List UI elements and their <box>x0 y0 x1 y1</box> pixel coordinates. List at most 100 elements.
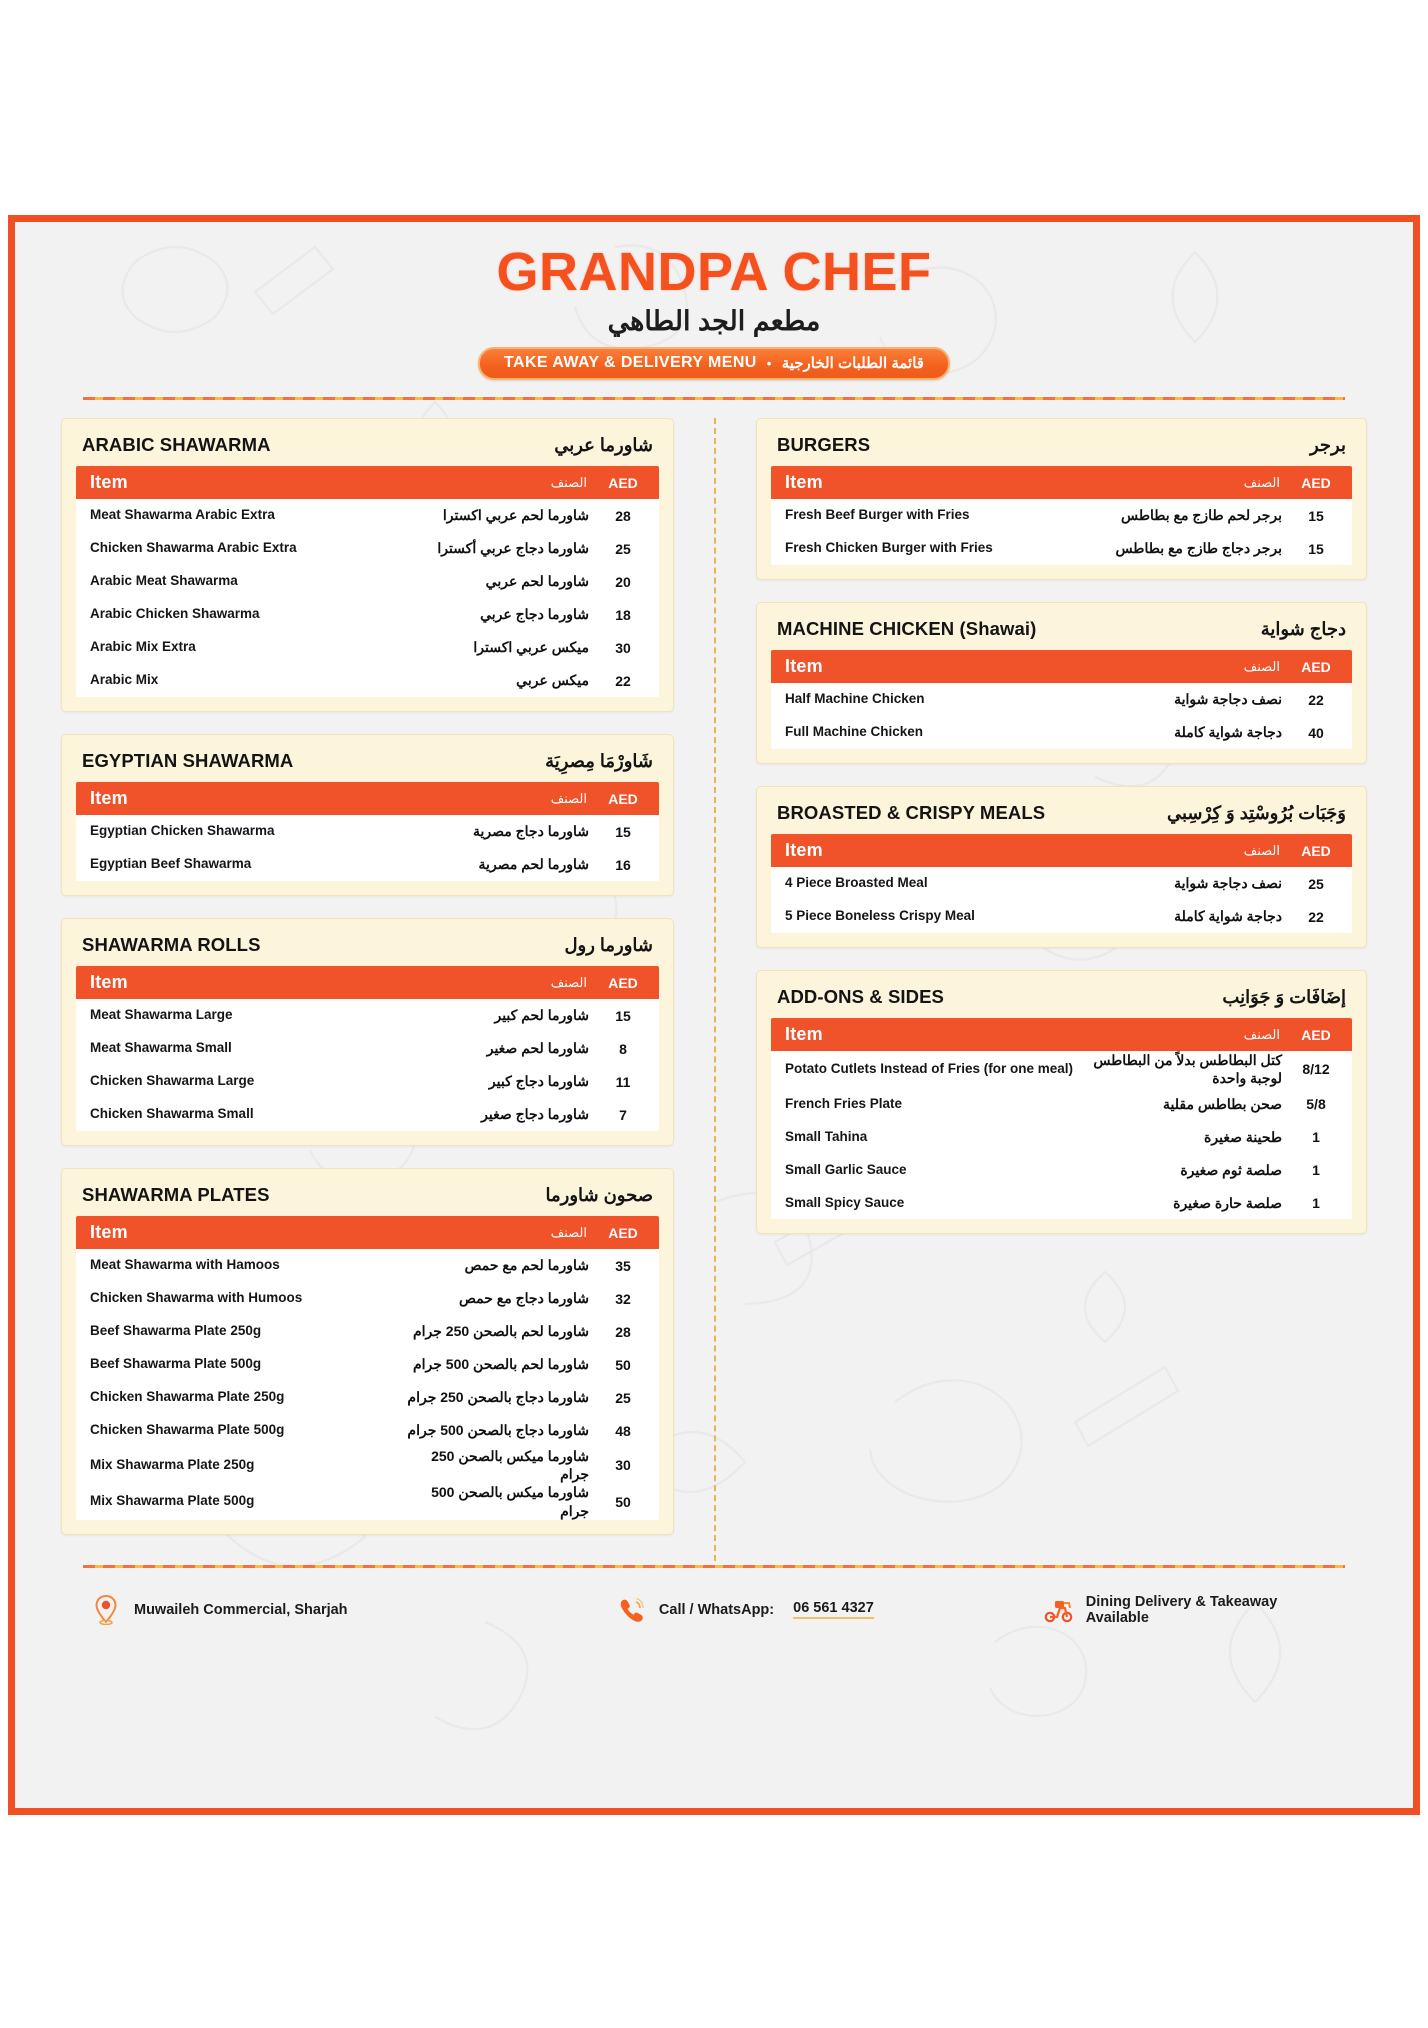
item-name-en: Chicken Shawarma Arabic Extra <box>90 540 297 556</box>
item-name-ar: دجاجة شواية كاملة <box>1174 908 1282 925</box>
section-header: BURGERS برجر <box>771 432 1352 466</box>
item-name-en: Meat Shawarma Small <box>90 1040 232 1056</box>
table-row: Egyptian Beef Shawarma شاورما لحم مصرية 16 <box>76 848 659 881</box>
table-row: Chicken Shawarma with Humoos شاورما دجاج … <box>76 1282 659 1315</box>
item-name-en: Chicken Shawarma with Humoos <box>90 1290 303 1306</box>
menu-page: GRANDPA CHEF مطعم الجد الطاهي TAKE AWAY … <box>8 215 1420 1815</box>
item-name-en: Chicken Shawarma Plate 500g <box>90 1422 285 1438</box>
item-name-en: Meat Shawarma Arabic Extra <box>90 507 275 523</box>
section-title-ar: دجاج شواية <box>1260 619 1346 640</box>
item-price: 11 <box>615 1073 631 1090</box>
item-price: 50 <box>615 1493 631 1510</box>
item-name-ar: شاورما لحم مع حمص <box>464 1257 589 1274</box>
item-price: 30 <box>615 1457 631 1474</box>
column-header-item: Item <box>90 788 128 809</box>
item-price: 15 <box>615 823 631 840</box>
item-name-en: Full Machine Chicken <box>785 724 924 740</box>
item-price: 8 <box>619 1040 627 1057</box>
item-price: 40 <box>1308 724 1324 741</box>
column-header-item: Item <box>785 1024 823 1045</box>
section-title-en: SHAWARMA ROLLS <box>82 934 261 956</box>
location-pin-icon <box>91 1594 121 1626</box>
menu-section: BURGERS برجر Item الصنف AED Fresh Beef Burger… <box>756 418 1367 581</box>
item-name-ar: صحن بطاطس مقلية <box>1163 1095 1282 1112</box>
item-name-en: Arabic Chicken Shawarma <box>90 606 260 622</box>
table-row: Potato Cutlets Instead of Fries (for one… <box>771 1051 1352 1087</box>
section-title-en: ARABIC SHAWARMA <box>82 434 271 456</box>
column-header-item-ar: الصنف <box>550 974 587 990</box>
item-name-ar: شاورما ميكس بالصحن 500 جرام <box>431 1484 589 1519</box>
column-header-item-ar: الصنف <box>550 474 587 490</box>
column-header-item: Item <box>785 840 823 861</box>
item-name-en: Chicken Shawarma Large <box>90 1073 255 1089</box>
item-name-en: Egyptian Chicken Shawarma <box>90 823 275 839</box>
column-header-item-ar: الصنف <box>550 1224 587 1240</box>
item-name-en: Fresh Beef Burger with Fries <box>785 507 970 523</box>
section-title-en: BROASTED & CRISPY MEALS <box>777 802 1046 824</box>
table-header-row: Item الصنف AED <box>76 966 659 1000</box>
column-header-price: AED <box>608 974 638 991</box>
table-row: Chicken Shawarma Plate 500g شاورما دجاج ب… <box>76 1414 659 1447</box>
table-row: Fresh Beef Burger with Fries برجر لحم طاز… <box>771 499 1352 532</box>
column-header-item-ar: الصنف <box>1243 1026 1280 1042</box>
menu-table: Item الصنف AED Half Machine Chicken نصف دجاج… <box>771 650 1352 750</box>
menu-section: BROASTED & CRISPY MEALS وَجَبَات بُرُوسْت… <box>756 786 1367 949</box>
table-row: Chicken Shawarma Large شاورما دجاج كبير 11 <box>76 1065 659 1098</box>
table-row: Chicken Shawarma Plate 250g شاورما دجاج ب… <box>76 1381 659 1414</box>
item-price: 30 <box>615 639 631 656</box>
item-name-en: Meat Shawarma Large <box>90 1007 233 1023</box>
column-header-price: AED <box>608 474 638 491</box>
item-price: 1 <box>1312 1161 1320 1178</box>
menu-table: Item الصنف AED Fresh Beef Burger with Fries… <box>771 466 1352 566</box>
table-row: Meat Shawarma Small شاورما لحم صغير 8 <box>76 1032 659 1065</box>
item-name-en: Arabic Meat Shawarma <box>90 573 238 589</box>
item-name-ar: نصف دجاجة شواية <box>1174 875 1282 892</box>
left-column: ARABIC SHAWARMA شاورما عربي Item الصنف AED Me… <box>61 418 714 1557</box>
item-price: 22 <box>1308 691 1324 708</box>
item-name-en: Mix Shawarma Plate 250g <box>90 1456 255 1472</box>
banner-label-en: TAKE AWAY & DELIVERY MENU <box>504 354 757 372</box>
column-header-item-ar: الصنف <box>1243 474 1280 490</box>
item-name-ar: دجاجة شواية كاملة <box>1174 724 1282 741</box>
section-title-ar: برجر <box>1310 435 1346 456</box>
item-price: 25 <box>615 540 631 557</box>
footer-location-label: Muwaileh Commercial, Sharjah <box>134 1601 348 1618</box>
footer-phone-number[interactable]: 06 561 4327 <box>793 1600 874 1620</box>
column-header-price: AED <box>1301 1026 1331 1043</box>
item-name-en: Small Spicy Sauce <box>785 1194 905 1210</box>
menu-section: SHAWARMA ROLLS شاورما رول Item الصنف AED Meat… <box>61 918 674 1147</box>
table-row: Egyptian Chicken Shawarma شاورما دجاج مصر… <box>76 815 659 848</box>
item-name-en: Arabic Mix <box>90 672 159 688</box>
column-header-item-ar: الصنف <box>1243 842 1280 858</box>
table-header-row: Item الصنف AED <box>76 1216 659 1250</box>
menu-section: ADD-ONS & SIDES إضَافَات وَ جَوَانِب Item ا… <box>756 970 1367 1235</box>
section-header: SHAWARMA ROLLS شاورما رول <box>76 932 659 966</box>
menu-table: Item الصنف AED Meat Shawarma with Hamoos شاو… <box>76 1216 659 1520</box>
delivery-scooter-icon <box>1043 1594 1073 1626</box>
item-name-ar: ميكس عربي <box>516 672 589 689</box>
item-name-en: Small Garlic Sauce <box>785 1161 907 1177</box>
column-header-item: Item <box>90 1222 128 1243</box>
banner-separator-dot: • <box>766 355 772 371</box>
item-price: 48 <box>615 1422 631 1439</box>
item-name-ar: برجر دجاج طازج مع بطاطس <box>1115 540 1282 557</box>
section-title-ar: شاورما عربي <box>554 435 653 456</box>
page-title-arabic: مطعم الجد الطاهي <box>607 305 821 336</box>
phone-call-icon <box>616 1594 646 1626</box>
item-price: 16 <box>615 856 631 873</box>
item-price: 28 <box>615 507 631 524</box>
menu-section: SHAWARMA PLATES صحون شاورما Item الصنف AED Me… <box>61 1168 674 1535</box>
takeaway-delivery-banner: TAKE AWAY & DELIVERY MENU • قائمة الطلبا… <box>478 347 950 381</box>
item-price: 25 <box>1308 875 1324 892</box>
table-row: Chicken Shawarma Small شاورما دجاج صغير 7 <box>76 1098 659 1131</box>
column-header-item-ar: الصنف <box>550 790 587 806</box>
item-name-ar: شاورما لحم عربي <box>485 573 589 590</box>
item-price: 5/8 <box>1306 1095 1326 1112</box>
item-price: 15 <box>1308 507 1324 524</box>
menu-table: Item الصنف AED Meat Shawarma Large شاورما لح… <box>76 966 659 1132</box>
table-row: Meat Shawarma Arabic Extra شاورما لحم عرب… <box>76 499 659 532</box>
table-row: 5 Piece Boneless Crispy Meal دجاجة شواية … <box>771 900 1352 933</box>
section-header: ADD-ONS & SIDES إضَافَات وَ جَوَانِب <box>771 984 1352 1018</box>
section-title-en: MACHINE CHICKEN (Shawai) <box>777 618 1037 640</box>
item-name-en: Meat Shawarma with Hamoos <box>90 1257 280 1273</box>
